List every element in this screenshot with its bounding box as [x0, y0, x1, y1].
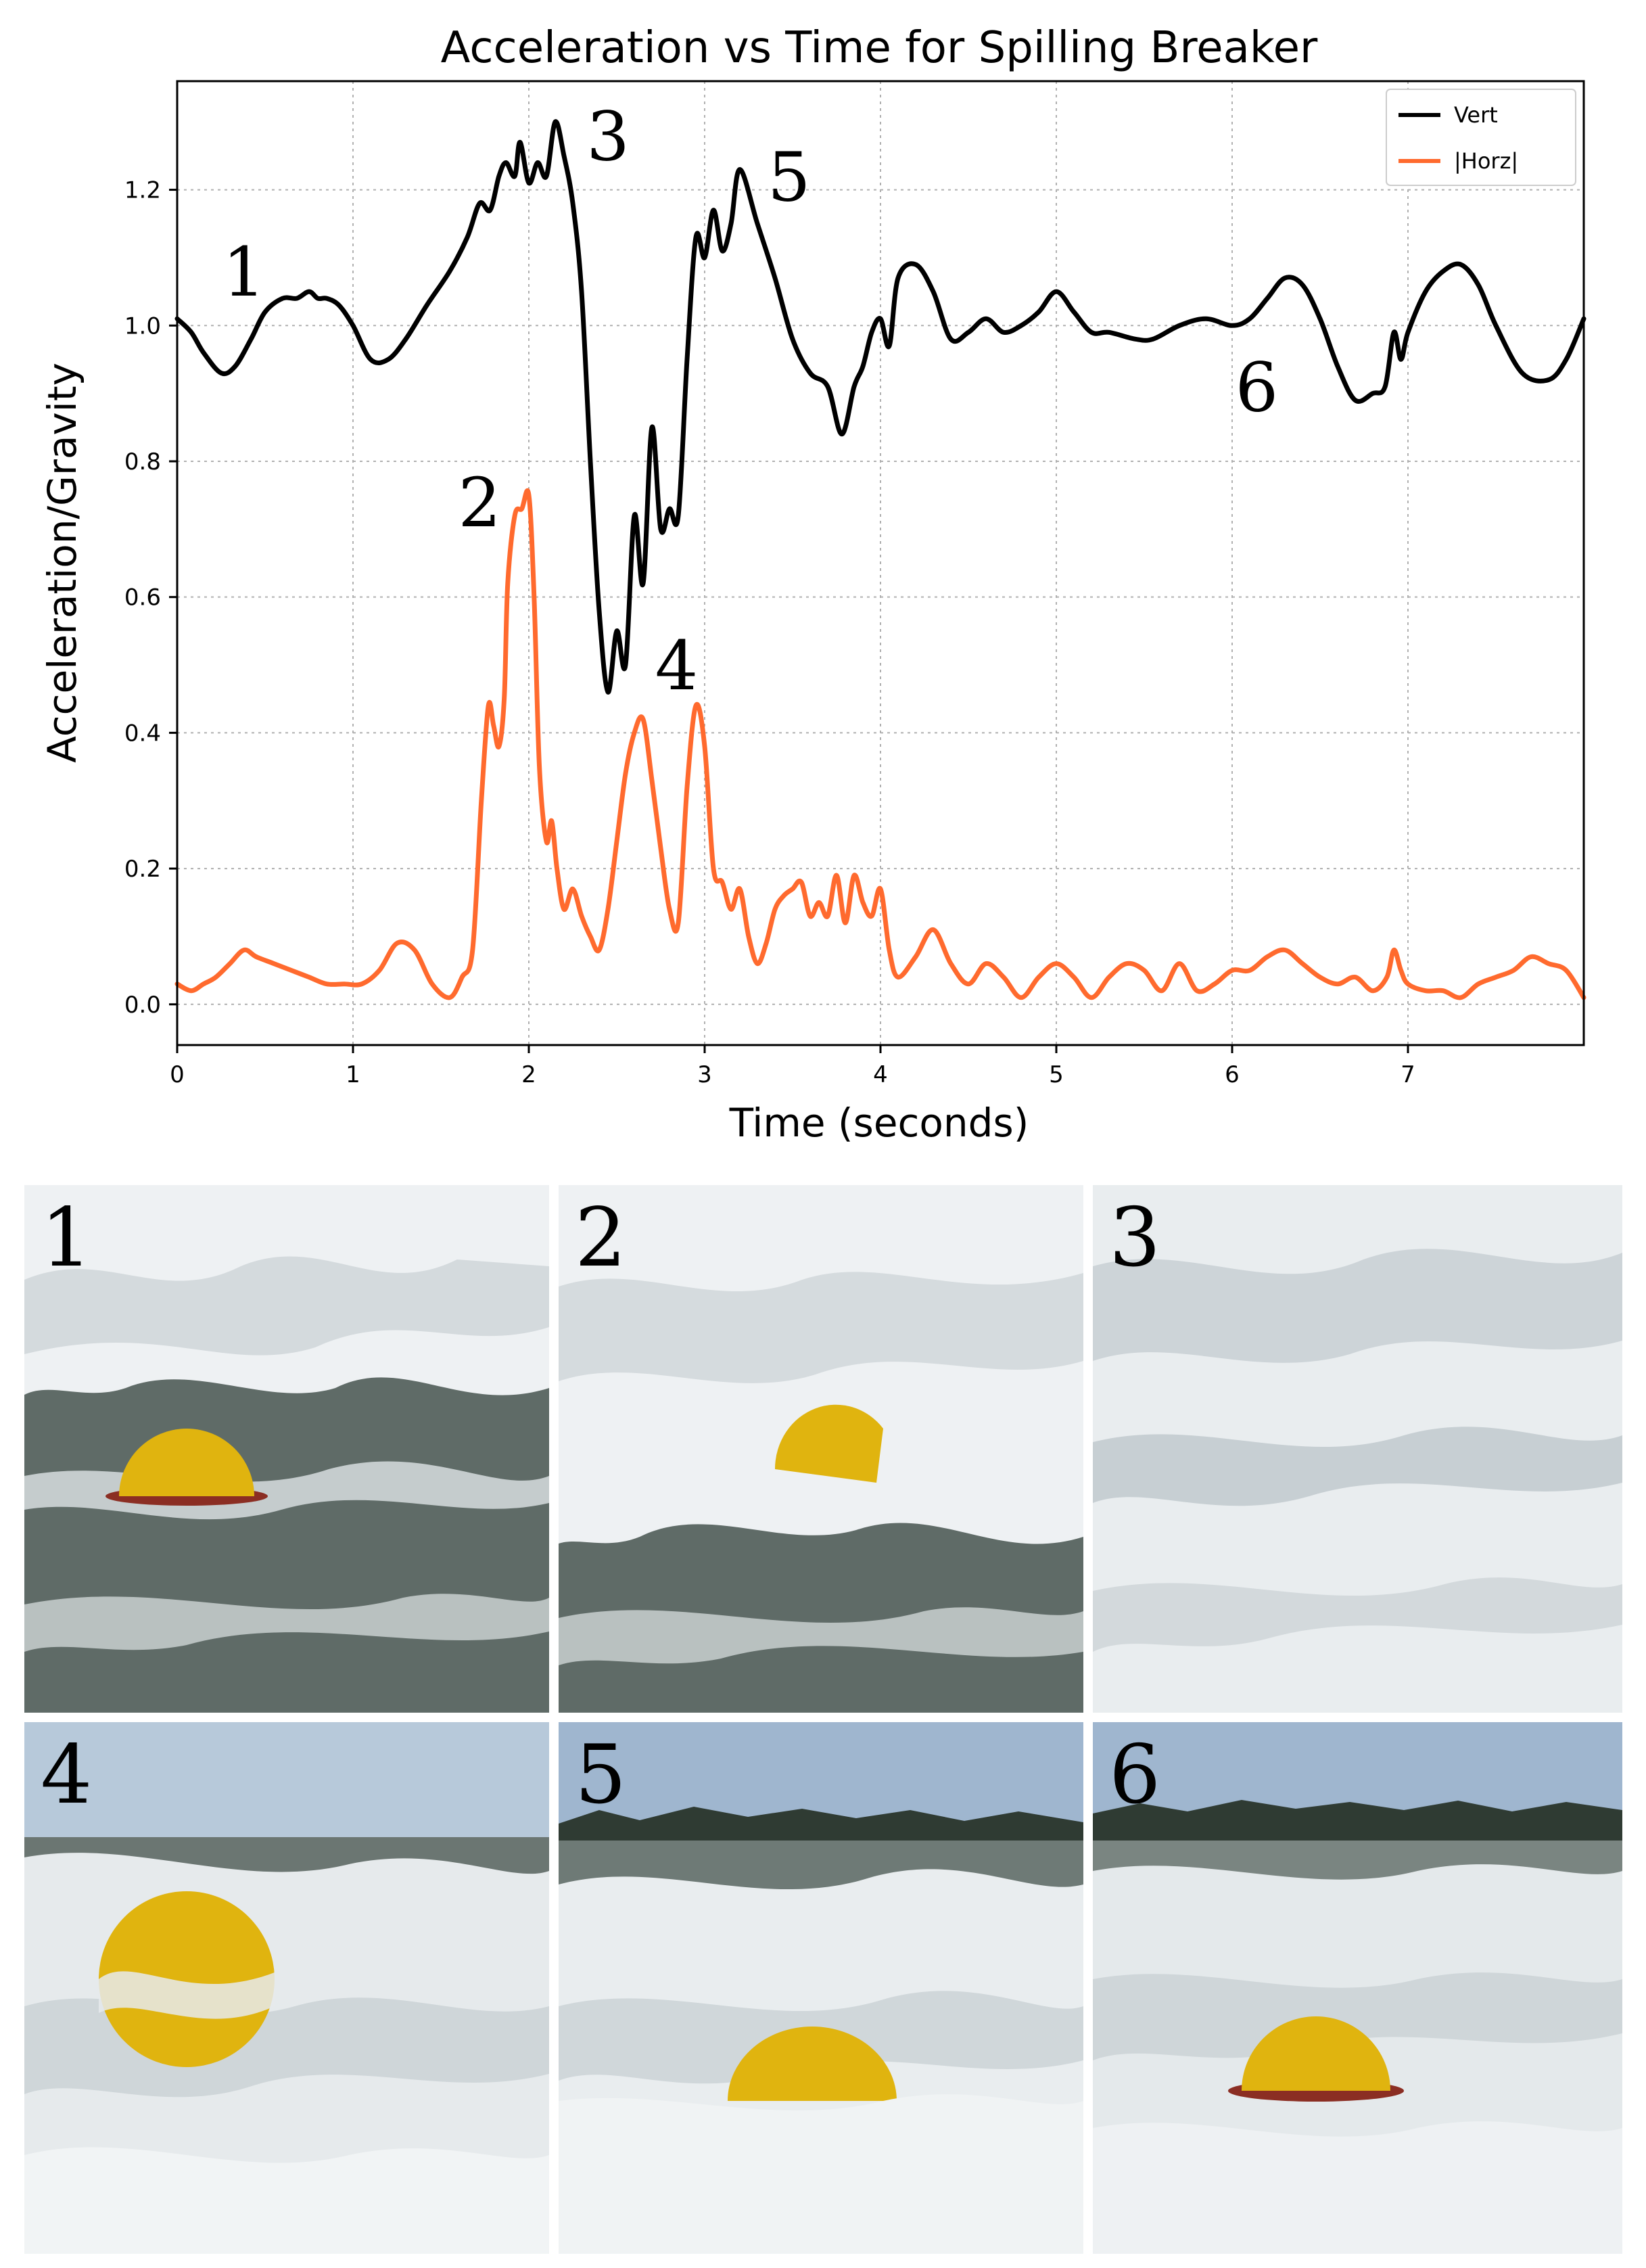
- chart-figure: Acceleration vs Time for Spilling Breake…: [39, 23, 1586, 1146]
- photo-3-scene: [1093, 1185, 1622, 1713]
- buoy: [119, 1429, 254, 1496]
- annotation-1: 1: [222, 233, 266, 312]
- annotation-2: 2: [458, 463, 501, 542]
- x-tick-label: 1: [346, 1061, 360, 1088]
- x-tick-label: 6: [1225, 1061, 1240, 1088]
- y-tick-label: 0.2: [124, 856, 161, 883]
- annotation-4: 4: [655, 626, 699, 705]
- x-tick-label: 4: [873, 1061, 888, 1088]
- photo-4-label: 4: [41, 1728, 93, 1822]
- x-tick-label: 2: [521, 1061, 536, 1088]
- photo-2: 2: [559, 1185, 1083, 1713]
- y-tick-label: 0.0: [124, 992, 161, 1019]
- chart-title: Acceleration vs Time for Spilling Breake…: [441, 23, 1318, 73]
- y-tick-label: 0.8: [124, 448, 161, 476]
- legend-label-horz: |Horz|: [1454, 148, 1518, 174]
- photo-grid: 1 2 3 4: [24, 1185, 1622, 2254]
- y-tick-label: 0.6: [124, 584, 161, 611]
- photo-1: 1: [24, 1185, 549, 1713]
- photo-4-scene: [24, 1722, 549, 2254]
- photo-1-label: 1: [41, 1191, 93, 1285]
- photo-5-scene: [559, 1722, 1083, 2254]
- photo-1-scene: [24, 1185, 549, 1713]
- x-tick-label: 5: [1049, 1061, 1064, 1088]
- annotation-3: 3: [586, 97, 630, 176]
- annotation-6: 6: [1236, 348, 1279, 427]
- photo-3-label: 3: [1109, 1191, 1161, 1285]
- photo-6-label: 6: [1109, 1728, 1161, 1822]
- series-line-horz: [174, 488, 1586, 1000]
- photo-6: 6: [1093, 1722, 1622, 2254]
- annotation-5: 5: [768, 137, 811, 216]
- y-axis-label: Acceleration/Gravity: [39, 363, 85, 763]
- ticks: 0 1 2 3 4 5 6 7 0.0 0.2 0.4 0.6 0.8 1.0 1.2: [124, 177, 1415, 1088]
- annotations: 1 2 3 4 5 6: [222, 97, 1278, 705]
- x-tick-label: 0: [170, 1061, 185, 1088]
- legend-label-vert: Vert: [1454, 102, 1498, 128]
- photo-2-label: 2: [575, 1191, 627, 1285]
- series-line-vert: [174, 119, 1586, 695]
- photo-2-scene: [559, 1185, 1083, 1713]
- buoy: [774, 1404, 883, 1483]
- photo-5-label: 5: [575, 1728, 627, 1822]
- series-layer: [174, 119, 1586, 1000]
- x-tick-label: 7: [1401, 1061, 1415, 1088]
- y-tick-label: 1.2: [124, 177, 161, 204]
- buoy: [728, 2027, 897, 2101]
- buoy: [1242, 2016, 1390, 2091]
- photo-6-scene: [1093, 1722, 1622, 2254]
- photo-3: 3: [1093, 1185, 1622, 1713]
- photo-4: 4: [24, 1722, 549, 2254]
- x-tick-label: 3: [697, 1061, 712, 1088]
- y-tick-label: 0.4: [124, 720, 161, 747]
- photo-5: 5: [559, 1722, 1083, 2254]
- x-axis-label: Time (seconds): [729, 1100, 1029, 1146]
- y-tick-label: 1.0: [124, 313, 161, 340]
- legend: Vert |Horz|: [1386, 89, 1576, 186]
- buoy: [99, 1891, 275, 2067]
